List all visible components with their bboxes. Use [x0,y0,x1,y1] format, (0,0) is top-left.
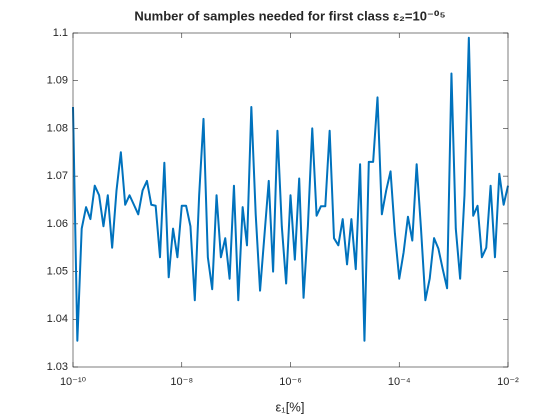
x-tick-label: 10⁻⁸ [170,376,193,388]
y-tick-label: 1.1 [53,27,68,39]
y-tick-label: 1.09 [47,75,68,87]
y-tick-label: 1.06 [47,218,68,230]
x-axis-label: ε₁[%] [276,399,305,414]
x-tick-label: 10⁻⁶ [279,376,302,388]
y-tick-label: 1.04 [47,313,68,325]
y-tick-label: 1.08 [47,122,68,134]
y-tick-label: 1.07 [47,170,68,182]
x-tick-label: 10⁻² [497,376,519,388]
chart-title: Number of samples needed for first class… [134,8,445,23]
x-tick-label: 10⁻¹⁰ [60,376,87,388]
x-tick-label: 10⁻⁴ [388,376,411,388]
axes-box [72,32,509,368]
data-line [72,36,509,342]
y-tick-label: 1.03 [47,361,68,373]
y-tick-label: 1.05 [47,265,68,277]
